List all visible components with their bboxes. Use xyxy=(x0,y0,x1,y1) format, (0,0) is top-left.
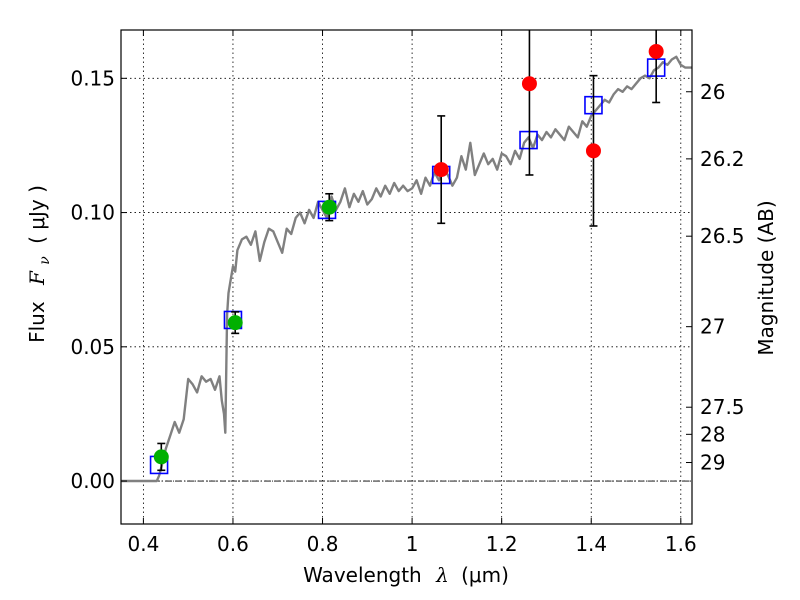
y-axis-label-subscript: ν xyxy=(37,256,53,265)
y-tick-label: 0.15 xyxy=(70,66,115,90)
green-data-point xyxy=(153,449,169,465)
y-axis-label-unit: ( μJy ) xyxy=(25,185,49,244)
x-tick-label: 0.8 xyxy=(307,532,339,556)
red-data-point xyxy=(648,43,664,59)
x-axis-label-text: Wavelength xyxy=(303,563,422,587)
green-data-point xyxy=(321,199,337,215)
grid-lines xyxy=(121,30,692,524)
y-axis-ticks: 0.00 0.05 0.10 0.15 xyxy=(70,66,127,493)
magnitude-tick-label: 26 xyxy=(700,80,725,104)
y-tick-label: 0.05 xyxy=(70,335,115,359)
x-tick-label: 0.6 xyxy=(217,532,249,556)
model-square-marker xyxy=(519,130,538,150)
y-axis-label-symbol: F xyxy=(25,270,49,286)
plot-frame xyxy=(120,29,693,525)
y-tick-label: 0.00 xyxy=(70,469,115,493)
magnitude-tick-label: 27.5 xyxy=(700,395,745,419)
magnitude-tick-label: 29 xyxy=(700,451,725,475)
y-axis-label-text: Flux xyxy=(25,301,49,343)
magnitude-tick-label: 27 xyxy=(700,315,725,339)
red-data-point xyxy=(521,76,537,92)
observed-points xyxy=(153,43,664,465)
magnitude-tick-label: 28 xyxy=(700,422,725,446)
x-tick-label: 1.4 xyxy=(575,532,607,556)
x-tick-label: 1.6 xyxy=(665,532,697,556)
plot-background xyxy=(121,30,692,524)
x-tick-label: 1.2 xyxy=(486,532,518,556)
magnitude-axis-ticks: 29 28 27.5 27 26.5 26.2 26 xyxy=(686,80,745,475)
x-axis-label-symbol: λ xyxy=(435,563,449,587)
x-axis-label: Wavelength λ (μm) xyxy=(303,563,509,587)
red-data-point xyxy=(585,143,601,159)
green-data-point xyxy=(227,315,243,331)
x-tick-label: 1 xyxy=(406,532,419,556)
x-tick-label: 0.4 xyxy=(127,532,159,556)
y-axis-label: Flux F ν ( μJy ) xyxy=(25,185,54,343)
x-axis-label-unit: (μm) xyxy=(461,563,509,587)
magnitude-axis-label: Magnitude (AB) xyxy=(754,200,778,355)
magnitude-tick-label: 26.2 xyxy=(700,147,745,171)
red-data-point xyxy=(433,162,449,178)
y-tick-label: 0.10 xyxy=(70,201,115,225)
magnitude-tick-label: 26.5 xyxy=(700,224,745,248)
x-axis-ticks: 0.4 0.6 0.8 1 1.2 1.4 1.6 xyxy=(127,30,697,556)
